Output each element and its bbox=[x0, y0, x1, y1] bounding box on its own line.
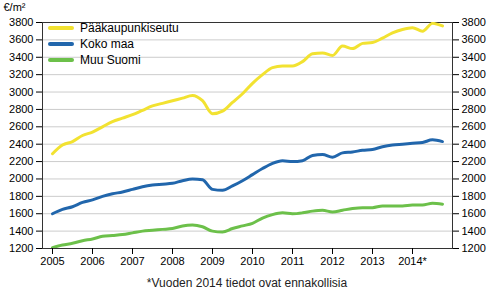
svg-text:2014*: 2014* bbox=[398, 255, 427, 267]
svg-text:1600: 1600 bbox=[462, 207, 486, 219]
svg-text:2013: 2013 bbox=[360, 255, 384, 267]
html-text:Koko maa: Koko maa bbox=[80, 37, 134, 51]
svg-text:2400: 2400 bbox=[462, 138, 486, 150]
svg-text:2008: 2008 bbox=[160, 255, 184, 267]
svg-text:2005: 2005 bbox=[40, 255, 64, 267]
svg-text:2012: 2012 bbox=[320, 255, 344, 267]
svg-text:2011: 2011 bbox=[281, 255, 305, 267]
svg-text:3800: 3800 bbox=[462, 16, 486, 28]
svg-text:1200: 1200 bbox=[9, 242, 33, 254]
html-text:*Vuoden 2014 tiedot ovat ennak: *Vuoden 2014 tiedot ovat ennakollisia bbox=[146, 276, 348, 290]
svg-text:1800: 1800 bbox=[9, 190, 33, 202]
svg-text:1800: 1800 bbox=[462, 190, 486, 202]
svg-text:3600: 3600 bbox=[462, 33, 486, 45]
svg-text:3800: 3800 bbox=[9, 16, 33, 28]
svg-text:2400: 2400 bbox=[9, 138, 33, 150]
svg-text:2800: 2800 bbox=[9, 103, 33, 115]
svg-text:1400: 1400 bbox=[462, 225, 486, 237]
svg-text:1200: 1200 bbox=[462, 242, 486, 254]
svg-text:2009: 2009 bbox=[200, 255, 224, 267]
svg-text:2600: 2600 bbox=[462, 120, 486, 132]
svg-text:3400: 3400 bbox=[462, 51, 486, 63]
svg-text:3200: 3200 bbox=[9, 68, 33, 80]
svg-text:3400: 3400 bbox=[9, 51, 33, 63]
svg-text:2600: 2600 bbox=[9, 120, 33, 132]
svg-text:1600: 1600 bbox=[9, 207, 33, 219]
svg-text:3000: 3000 bbox=[462, 86, 486, 98]
svg-text:2007: 2007 bbox=[120, 255, 144, 267]
svg-text:€/m²: €/m² bbox=[4, 1, 26, 13]
svg-text:2200: 2200 bbox=[462, 155, 486, 167]
html-text:Muu Suomi: Muu Suomi bbox=[80, 53, 141, 67]
svg-text:2200: 2200 bbox=[9, 155, 33, 167]
svg-text:2010: 2010 bbox=[240, 255, 264, 267]
svg-text:2000: 2000 bbox=[9, 172, 33, 184]
html-text:Pääkaupunkiseutu: Pääkaupunkiseutu bbox=[80, 21, 179, 35]
svg-text:3000: 3000 bbox=[9, 86, 33, 98]
svg-text:2000: 2000 bbox=[462, 172, 486, 184]
svg-text:3200: 3200 bbox=[462, 68, 486, 80]
svg-text:3600: 3600 bbox=[9, 33, 33, 45]
svg-text:1400: 1400 bbox=[9, 225, 33, 237]
svg-text:2006: 2006 bbox=[80, 255, 104, 267]
svg-text:2800: 2800 bbox=[462, 103, 486, 115]
